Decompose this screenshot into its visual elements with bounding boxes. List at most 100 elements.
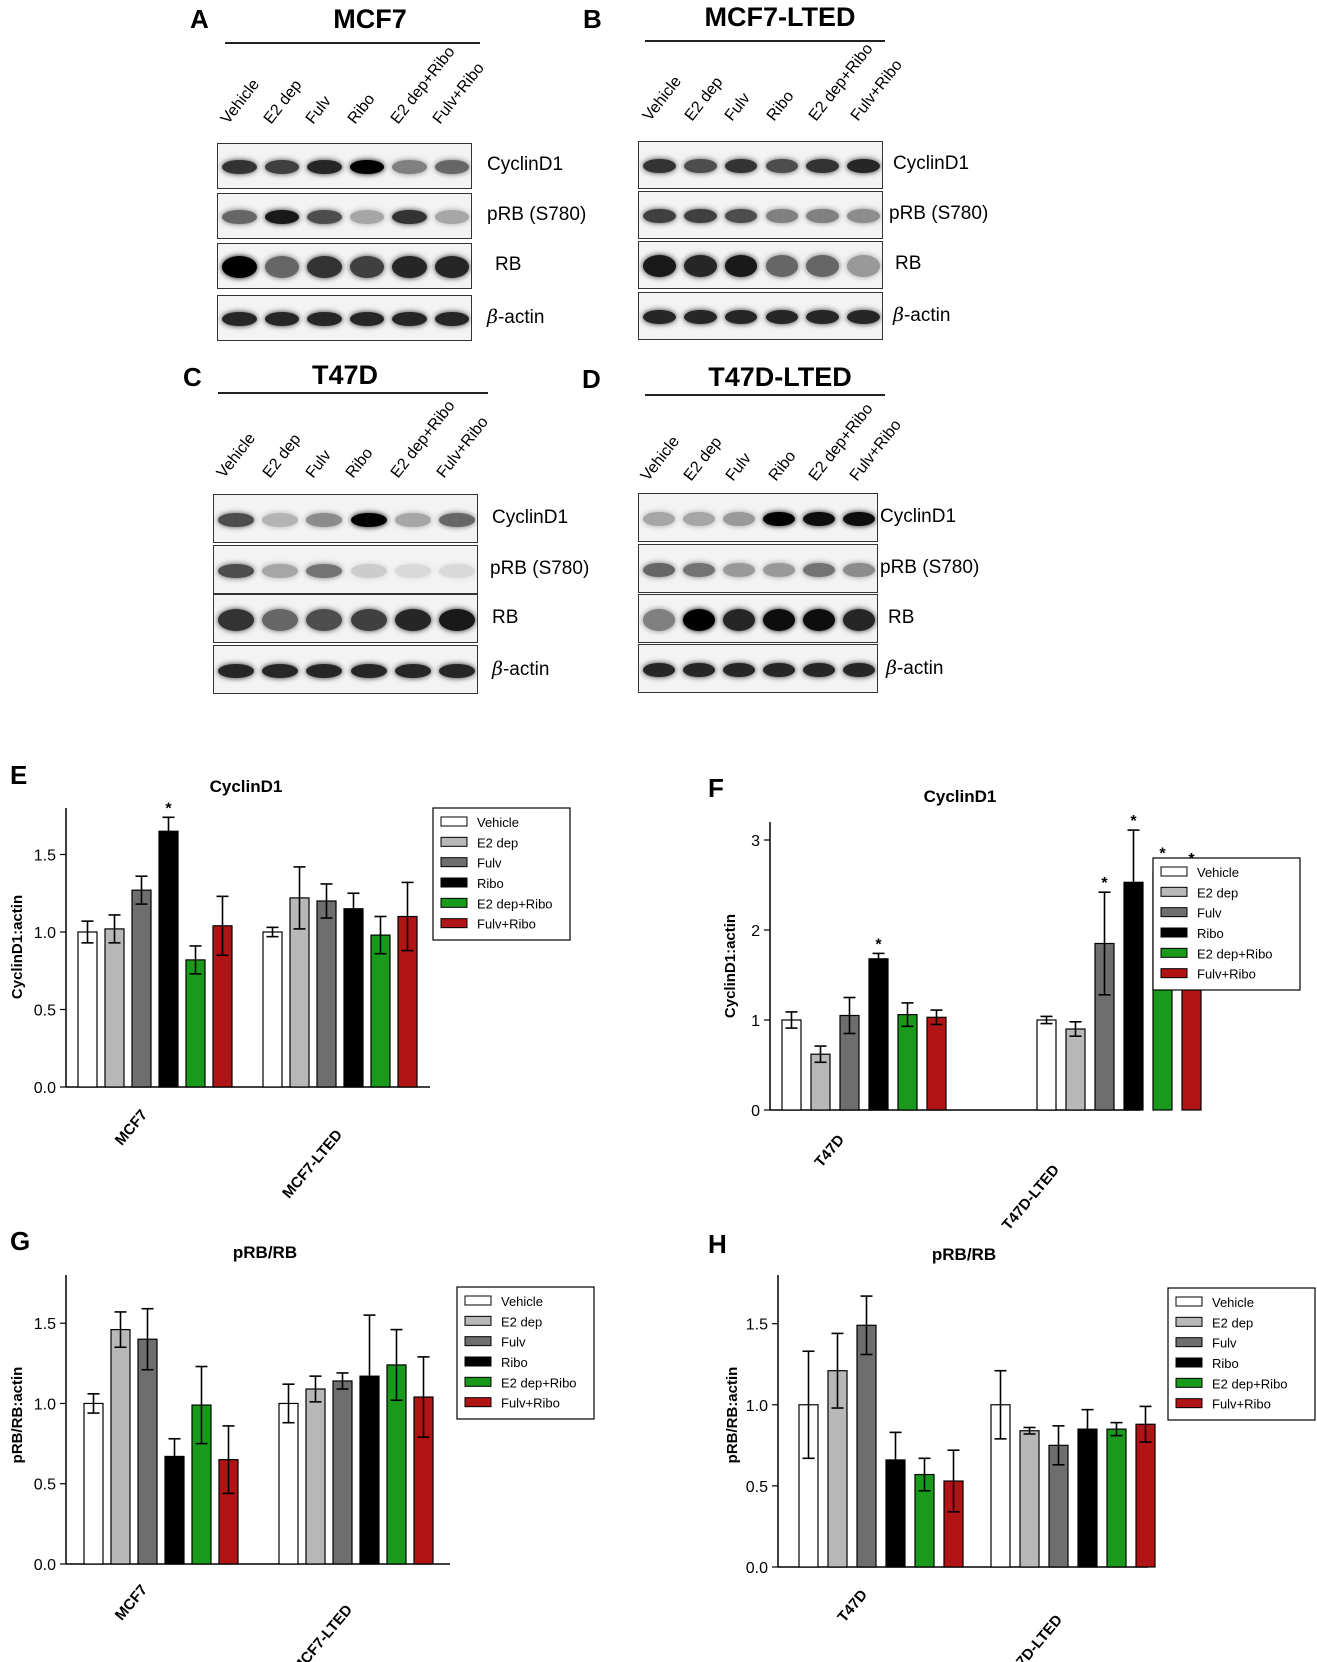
legend-swatch	[1160, 968, 1188, 979]
blot-strip	[638, 493, 878, 542]
legend-label: Ribo	[1212, 1356, 1239, 1371]
blot-band	[803, 511, 835, 526]
blot-band	[683, 255, 717, 277]
category-label: T47D	[811, 1132, 848, 1171]
y-tick-label: 1.0	[746, 1398, 768, 1415]
blot-band	[806, 209, 840, 223]
blot-band	[218, 563, 255, 578]
marker-label: β-actin	[893, 304, 951, 326]
blot-band	[264, 256, 299, 278]
bar	[316, 900, 337, 1088]
blot-strip	[213, 645, 478, 694]
y-axis-label: CyclinD1:actin	[9, 895, 26, 999]
legend-swatch	[464, 1376, 492, 1387]
blot-band	[724, 159, 758, 173]
blot-band	[306, 563, 343, 578]
legend-label: E2 dep+Ribo	[477, 896, 553, 911]
blot-band	[434, 256, 469, 278]
blot-band	[349, 312, 384, 326]
blot-band	[643, 562, 675, 577]
y-tick-label: 2	[751, 923, 760, 940]
y-tick-label: 0.5	[746, 1479, 768, 1496]
marker-label: RB	[895, 253, 922, 274]
blot-band	[349, 160, 384, 174]
bar	[897, 1013, 918, 1111]
legend-swatch	[464, 1356, 492, 1367]
bar	[1065, 1028, 1086, 1111]
title-rule	[645, 394, 885, 396]
marker-label: CyclinD1	[893, 153, 970, 174]
bar	[343, 908, 364, 1088]
blot-band	[349, 210, 384, 224]
category-label: T47D-LTED	[999, 1162, 1063, 1234]
chart-f: FCyclinD10123CyclinD1:actin*T47D****T47D…	[708, 773, 1301, 1234]
blot-band	[218, 608, 255, 631]
blot-band	[847, 310, 880, 324]
marker-label: CyclinD1	[492, 506, 569, 528]
blot-band	[306, 663, 343, 678]
blot-band	[218, 512, 255, 527]
blot-band	[843, 608, 875, 631]
legend-swatch	[440, 816, 468, 827]
bar	[1019, 1430, 1040, 1568]
category-label: T47D-LTED	[1002, 1612, 1066, 1662]
legend-label: Ribo	[1197, 926, 1224, 941]
blot-band	[806, 255, 840, 277]
blot-band	[765, 209, 799, 223]
legend-swatch	[1160, 886, 1188, 897]
blot-band	[349, 256, 384, 278]
blot-band	[306, 608, 343, 631]
legend-label: E2 dep+Ribo	[501, 1375, 577, 1390]
chart-title: pRB/RB	[233, 1243, 297, 1262]
blot-strip	[217, 143, 472, 189]
blot-band	[643, 209, 676, 223]
panel-letter: D	[582, 364, 601, 394]
marker-label: pRB (S780)	[490, 557, 590, 579]
category-label: MCF7-LTED	[279, 1127, 346, 1202]
legend-label: Ribo	[501, 1355, 528, 1370]
blot-strip	[638, 191, 883, 239]
bar	[104, 928, 125, 1088]
blot-band	[350, 563, 387, 578]
legend-box	[1152, 857, 1301, 991]
legend-label: Fulv	[477, 856, 502, 871]
blot-band	[847, 209, 880, 223]
blot-band	[683, 608, 715, 631]
blot-band	[683, 662, 715, 677]
legend-label: E2 dep+Ribo	[1212, 1376, 1288, 1391]
blot-band	[306, 512, 343, 527]
blot-band	[392, 312, 427, 326]
bar	[868, 958, 889, 1111]
blot-band	[843, 511, 875, 526]
bar	[926, 1016, 947, 1111]
category-label: T47D	[834, 1587, 871, 1626]
y-tick-label: 1.5	[34, 848, 56, 865]
marker-label: RB	[888, 606, 915, 628]
legend-swatch	[440, 836, 468, 847]
blot-band	[222, 256, 257, 278]
panel-title: T47D-LTED	[708, 362, 852, 392]
legend-label: E2 dep	[1212, 1315, 1253, 1330]
marker-label: RB	[492, 606, 519, 628]
legend-swatch	[440, 918, 468, 929]
blot-band	[763, 562, 795, 577]
bar	[332, 1380, 353, 1565]
blot-band	[723, 511, 755, 526]
marker-label: CyclinD1	[880, 505, 957, 527]
bar	[781, 1019, 802, 1111]
legend-label: Ribo	[477, 876, 504, 891]
y-tick-label: 0.0	[34, 1557, 56, 1574]
legend-label: E2 dep+Ribo	[1197, 946, 1273, 961]
bar	[370, 934, 391, 1088]
blot-strip	[217, 243, 472, 289]
blot-band	[264, 210, 299, 224]
legend-swatch	[440, 857, 468, 868]
bar	[1135, 1423, 1156, 1568]
blot-band	[765, 255, 799, 277]
title-rule	[218, 392, 488, 394]
blot-band	[643, 608, 675, 631]
legend-label: Fulv+Ribo	[501, 1396, 560, 1411]
blot-strip	[213, 494, 478, 543]
